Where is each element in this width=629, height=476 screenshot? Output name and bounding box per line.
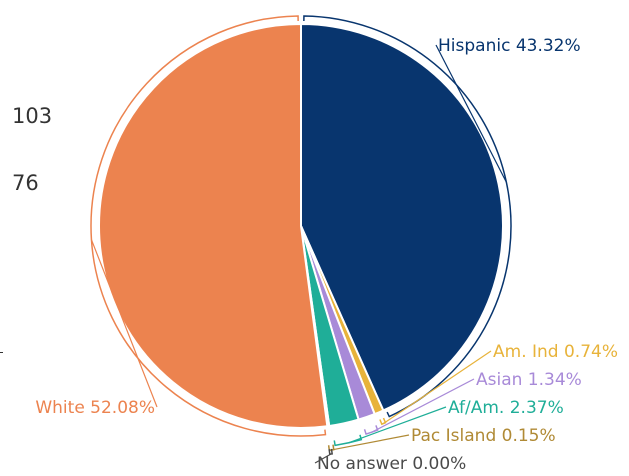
leader-line-no-answer	[314, 453, 332, 464]
leader-line-am-ind	[383, 350, 492, 424]
pie-slice-hispanic	[300, 22, 504, 412]
pie-slice-white	[98, 22, 329, 429]
label-hispanic: Hispanic 43.32%	[438, 36, 581, 56]
label-am-ind: Am. Ind 0.74%	[493, 342, 618, 362]
pie-slices	[98, 22, 504, 429]
label-asian: Asian 1.34%	[476, 370, 582, 390]
bracket-af-am	[333, 434, 363, 447]
slice-brackets	[90, 15, 512, 464]
label-af-am: Af/Am. 2.37%	[448, 398, 564, 418]
slice-labels: Hispanic 43.32% Am. Ind 0.74% Asian 1.34% A…	[35, 36, 618, 474]
side-number-1: 103	[12, 104, 53, 128]
edge-tick	[0, 352, 3, 353]
label-pac-island: Pac Island 0.15%	[411, 426, 556, 446]
side-number-2: 76	[12, 171, 39, 195]
leader-line-white	[90, 239, 158, 408]
leader-line-pac-island	[331, 434, 410, 451]
leader-line-asian	[371, 378, 475, 433]
label-white: White 52.08%	[35, 398, 155, 418]
leader-line-af-am	[348, 406, 447, 444]
leader-line-hispanic	[435, 44, 507, 183]
label-no-answer: No answer 0.00%	[317, 454, 466, 474]
